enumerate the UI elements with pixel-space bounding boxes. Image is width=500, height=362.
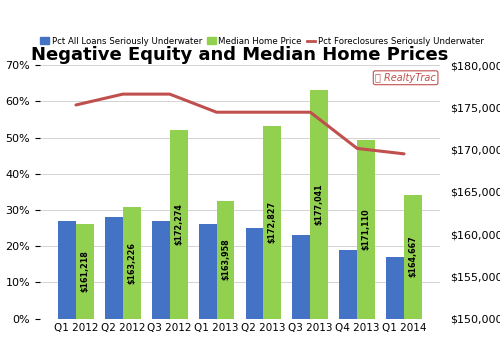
Bar — [199, 224, 216, 319]
Text: $161,218: $161,218 — [80, 250, 90, 292]
Bar — [357, 140, 375, 319]
Text: Ⓡ RealtyTrac: Ⓡ RealtyTrac — [375, 73, 436, 83]
Text: $163,958: $163,958 — [221, 239, 230, 281]
Bar — [76, 224, 94, 319]
Bar — [152, 221, 170, 319]
Bar — [58, 221, 76, 319]
Bar — [310, 90, 328, 319]
Bar — [404, 195, 422, 319]
Bar — [386, 257, 404, 319]
Legend: Pct All Loans Seriously Underwater, Median Home Price, Pct Foreclosures Seriousl: Pct All Loans Seriously Underwater, Medi… — [40, 37, 484, 46]
Bar — [216, 201, 234, 319]
Bar — [105, 217, 123, 319]
Bar — [292, 235, 310, 319]
Text: $163,226: $163,226 — [128, 242, 136, 284]
Bar — [264, 126, 281, 319]
Bar — [340, 250, 357, 319]
Text: $164,667: $164,667 — [408, 236, 418, 277]
Text: $172,274: $172,274 — [174, 203, 183, 245]
Text: $177,041: $177,041 — [314, 184, 324, 225]
Text: $172,827: $172,827 — [268, 201, 277, 243]
Text: $171,110: $171,110 — [362, 209, 370, 250]
Bar — [246, 228, 264, 319]
Bar — [170, 130, 188, 319]
Bar — [123, 207, 140, 319]
Title: Negative Equity and Median Home Prices: Negative Equity and Median Home Prices — [32, 46, 449, 64]
